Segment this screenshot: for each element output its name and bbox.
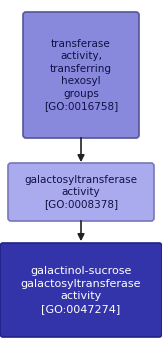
- Text: transferase
activity,
transferring
hexosyl
groups
[GO:0016758]: transferase activity, transferring hexos…: [44, 39, 118, 111]
- FancyBboxPatch shape: [23, 12, 139, 138]
- FancyBboxPatch shape: [8, 163, 154, 221]
- FancyBboxPatch shape: [0, 243, 162, 337]
- Text: galactinol-sucrose
galactosyltransferase
activity
[GO:0047274]: galactinol-sucrose galactosyltransferase…: [21, 267, 141, 313]
- Text: galactosyltransferase
activity
[GO:0008378]: galactosyltransferase activity [GO:00083…: [24, 175, 138, 209]
